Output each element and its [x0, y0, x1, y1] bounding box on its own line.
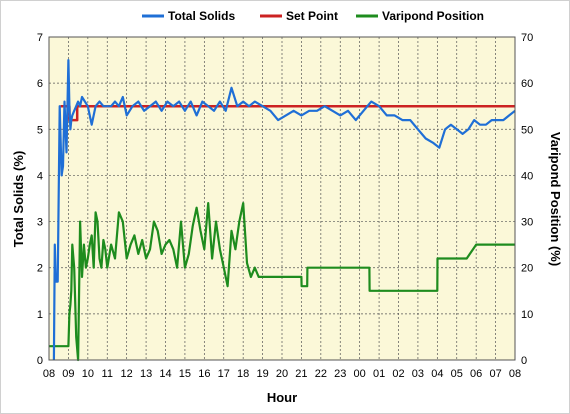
- x-tick-label: 09: [62, 368, 74, 380]
- y-axis-right: 0 10 20 30 40 50 60 70: [521, 32, 533, 367]
- y2-tick-label: 0: [521, 355, 527, 367]
- gridlines: [49, 37, 515, 360]
- plot-frame: [48, 36, 516, 361]
- legend-label-total-solids: Total Solids: [168, 9, 235, 23]
- x-tick-label: 19: [256, 368, 268, 380]
- x-tick-label: 18: [237, 368, 249, 380]
- x-tick-label: 17: [218, 368, 230, 380]
- legend-item-set-point: Set Point: [260, 9, 338, 23]
- x-tick-label: 02: [392, 368, 404, 380]
- y-axis-left-label: Total Solids (%): [11, 151, 26, 248]
- y2-tick-label: 10: [521, 309, 533, 321]
- x-tick-label: 00: [354, 368, 366, 380]
- legend: Total Solids Set Point Varipond Position: [142, 9, 484, 23]
- x-tick-label: 15: [179, 368, 191, 380]
- x-tick-label: 23: [334, 368, 346, 380]
- x-tick-label: 13: [140, 368, 152, 380]
- legend-label-varipond-position: Varipond Position: [382, 9, 484, 23]
- x-tick-label: 11: [102, 368, 113, 380]
- y-tick-label: 5: [37, 124, 43, 136]
- y-tick-label: 3: [37, 217, 43, 229]
- series-layer: [49, 59, 516, 362]
- legend-item-varipond-position: Varipond Position: [356, 9, 484, 23]
- x-tick-label: 08: [509, 368, 521, 380]
- legend-item-total-solids: Total Solids: [142, 9, 235, 23]
- x-axis-label: Hour: [267, 390, 297, 405]
- x-tick-label: 04: [431, 368, 443, 380]
- y-tick-label: 1: [37, 309, 43, 321]
- y-axis-left: 0 1 2 3 4 5 6 7: [37, 32, 43, 367]
- y-axis-right-label: Varipond Position (%): [548, 132, 563, 266]
- y-tick-label: 4: [37, 170, 43, 182]
- series-line-varipond-position: [49, 202, 515, 362]
- x-tick-label: 07: [489, 368, 501, 380]
- x-tick-label: 03: [412, 368, 424, 380]
- y2-tick-label: 40: [521, 170, 533, 182]
- x-tick-label: 06: [470, 368, 482, 380]
- x-tick-label: 14: [159, 368, 171, 380]
- y2-tick-label: 30: [521, 217, 533, 229]
- y-tick-label: 2: [37, 263, 43, 275]
- x-tick-label: 21: [295, 368, 307, 380]
- series-line-total-solids: [52, 59, 516, 361]
- y2-tick-label: 50: [521, 124, 533, 136]
- y2-tick-label: 70: [521, 32, 533, 44]
- x-tick-label: 12: [121, 368, 133, 380]
- x-axis: 08 09 10 11 12 13 14 15 16 17 18 19 20 21 22 23 00 01 02 03…: [43, 368, 521, 380]
- x-tick-label: 10: [82, 368, 94, 380]
- x-tick-label: 16: [198, 368, 210, 380]
- x-tick-label: 22: [315, 368, 327, 380]
- y-tick-label: 7: [37, 32, 43, 44]
- y-tick-label: 0: [37, 355, 43, 367]
- y-tick-label: 6: [37, 78, 43, 90]
- x-tick-label: 01: [373, 368, 385, 380]
- x-tick-label: 20: [276, 368, 288, 380]
- y2-tick-label: 60: [521, 78, 533, 90]
- x-tick-label: 05: [451, 368, 463, 380]
- legend-label-set-point: Set Point: [286, 9, 338, 23]
- y2-tick-label: 20: [521, 263, 533, 275]
- x-tick-label: 08: [43, 368, 55, 380]
